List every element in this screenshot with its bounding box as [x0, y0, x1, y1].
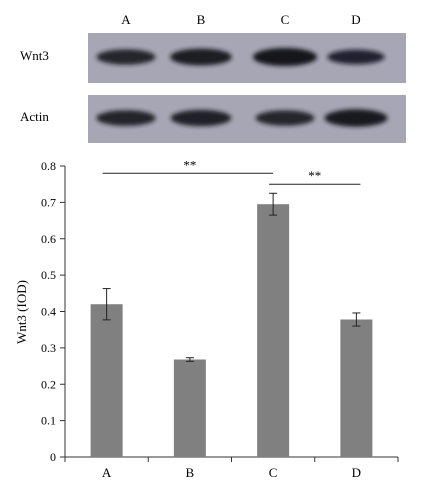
x-tick-label-c: C	[269, 465, 278, 480]
y-tick-label: 0.7	[41, 195, 56, 209]
y-tick-label: 0	[50, 450, 56, 464]
y-tick-label: 0.6	[41, 232, 56, 246]
significance-label-1: **	[183, 157, 196, 172]
band-wnt3-b	[170, 48, 232, 66]
band-actin-d	[324, 109, 388, 127]
band-wnt3-d	[327, 49, 385, 65]
lane-label-a: A	[121, 12, 131, 27]
band-wnt3-c	[253, 48, 317, 66]
bands-wnt3	[96, 48, 385, 66]
y-tick-label: 0.8	[41, 159, 56, 173]
bar-d	[340, 319, 373, 457]
lane-label-b: B	[197, 12, 206, 27]
y-tick-label: 0.4	[41, 305, 56, 319]
bar-b	[173, 359, 206, 457]
x-tick-label-b: B	[186, 465, 195, 480]
lane-label-d: D	[351, 12, 360, 27]
band-actin-c	[255, 110, 315, 126]
row-label-actin: Actin	[20, 109, 49, 124]
lane-label-c: C	[281, 12, 290, 27]
chart-plot-area: 0 0.1 0.2 0.3 0.4 0.5 0.6 0.7 0.8 A B C D ** **	[41, 157, 399, 480]
bands-actin	[96, 109, 388, 127]
western-blot-panel: A B C D Wnt3 Actin	[20, 12, 406, 143]
y-tick-label: 0.3	[41, 341, 56, 355]
y-axis-label: Wnt3 (IOD)	[14, 280, 29, 344]
row-label-wnt3: Wnt3	[20, 48, 49, 63]
bar-a	[90, 304, 123, 457]
y-tick-label: 0.2	[41, 377, 56, 391]
bar-c	[257, 204, 290, 457]
x-tick-label-d: D	[352, 465, 361, 480]
y-tick-label: 0.1	[41, 414, 56, 428]
band-wnt3-a	[96, 49, 156, 65]
band-actin-b	[170, 109, 232, 127]
significance-label-2: **	[308, 168, 321, 183]
y-tick-label: 0.5	[41, 268, 56, 282]
x-tick-label-a: A	[102, 465, 112, 480]
band-actin-a	[96, 110, 156, 126]
